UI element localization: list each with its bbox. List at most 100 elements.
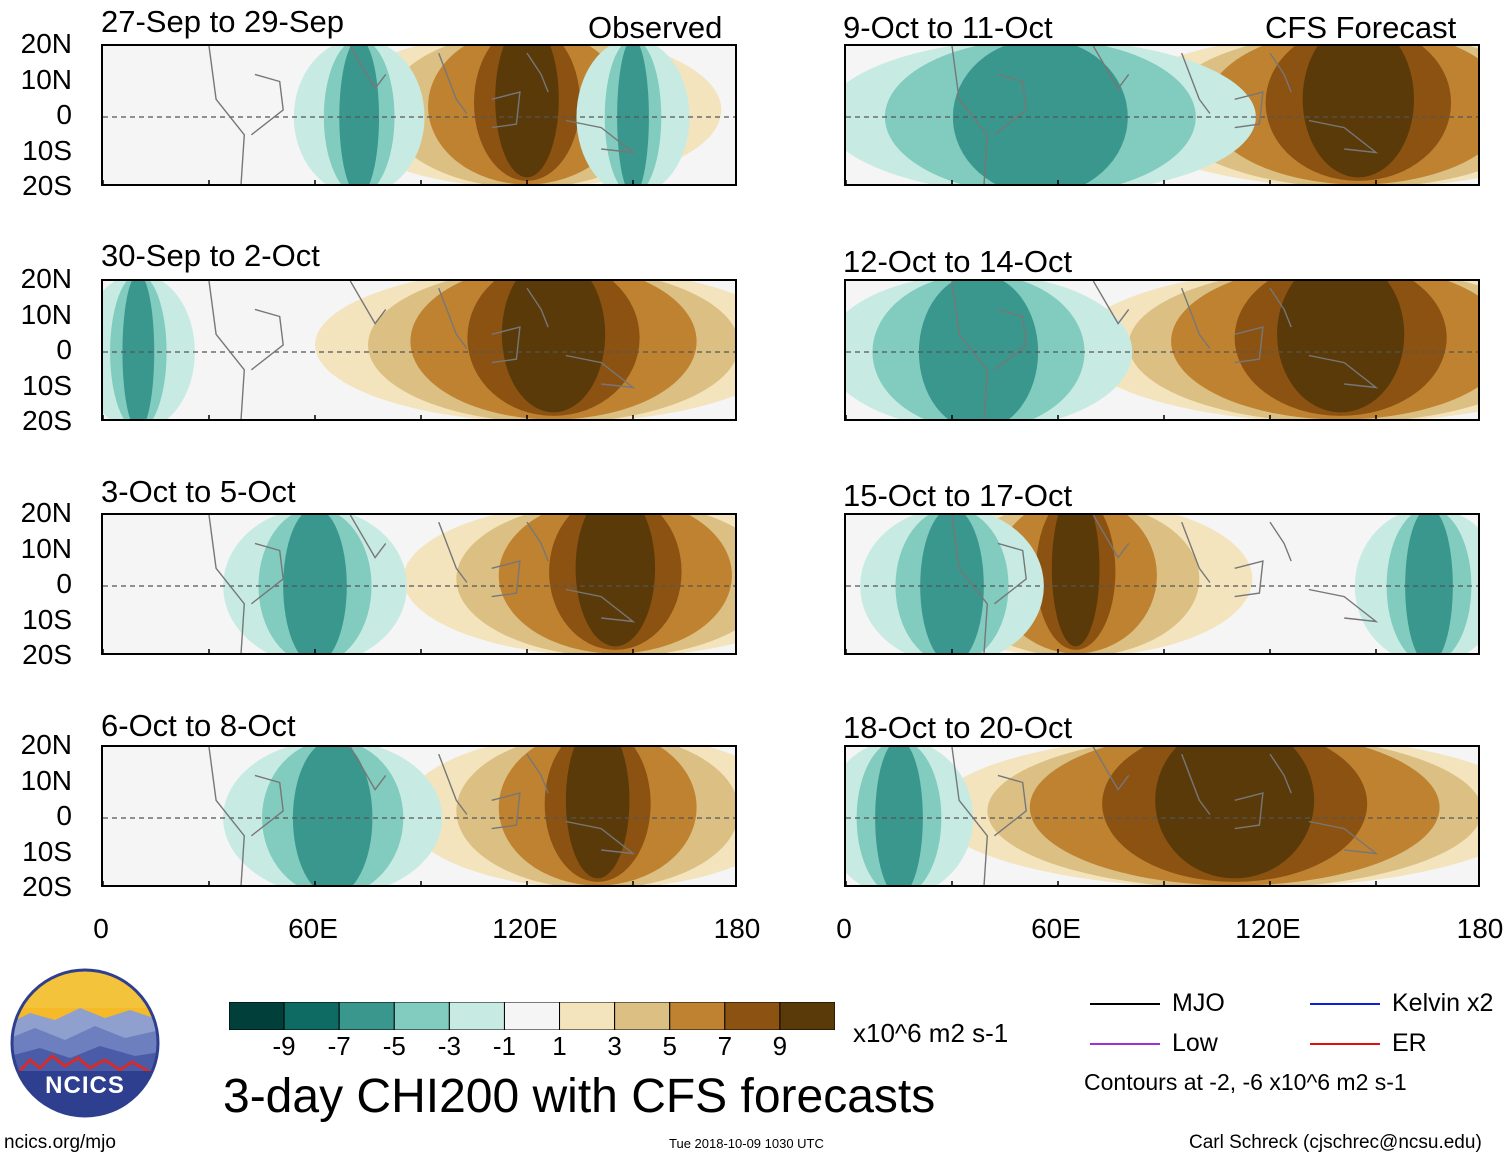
coastline: [526, 753, 549, 794]
y-tick-label: 20N: [20, 729, 72, 760]
positive-anomaly-9: [501, 281, 606, 413]
y-tick-label: 20S: [22, 405, 72, 436]
coastline: [1308, 119, 1379, 154]
y-tick-label: 0: [56, 99, 72, 130]
coastline: [491, 91, 521, 129]
coastline: [1269, 287, 1292, 328]
y-tick-label: 10N: [20, 764, 72, 796]
observed-label: Observed: [588, 10, 723, 45]
coastline: [1269, 52, 1292, 93]
coastline: [951, 46, 989, 184]
coastline: [1269, 521, 1292, 562]
coastline: [1181, 521, 1211, 583]
map-svg: [103, 281, 735, 419]
legend-line-low: [1090, 1043, 1160, 1045]
panel-title: 9-Oct to 11-Oct: [843, 10, 1053, 45]
coastline: [1269, 753, 1292, 794]
coastline: [1234, 792, 1264, 830]
coastline: [1092, 747, 1130, 791]
colorbar-swatch: [338, 1002, 395, 1030]
coastline: [1234, 91, 1264, 129]
coastline: [1092, 515, 1130, 559]
legend-label-low: Low: [1172, 1029, 1218, 1057]
colorbar-swatch: [669, 1002, 726, 1030]
coastline: [250, 308, 284, 371]
y-tick-label: 0: [56, 800, 72, 831]
coastline: [438, 521, 468, 583]
x-tick-label: 60E: [288, 913, 338, 944]
panel-title: 15-Oct to 17-Oct: [843, 478, 1073, 513]
forecast-label: CFS Forecast: [1265, 10, 1457, 45]
coastline: [491, 560, 521, 598]
colorbar-swatch: [448, 1002, 505, 1030]
legend-line-er: [1310, 1043, 1380, 1045]
colorbar-tick-label: 5: [662, 1031, 677, 1061]
map-svg: [846, 281, 1478, 419]
coastline: [438, 52, 468, 114]
x-tick-label: 0: [93, 913, 109, 944]
colorbar-swatch: [283, 1002, 340, 1030]
coastline: [951, 515, 989, 653]
colorbar-tick-label: 9: [772, 1031, 788, 1061]
colorbar-swatch: [229, 1002, 285, 1030]
colorbar-swatch: [559, 1002, 616, 1030]
coastline: [1234, 560, 1264, 598]
colorbar-tick-label: -9: [272, 1031, 296, 1061]
coastline: [1181, 52, 1211, 114]
y-tick-label: 0: [56, 334, 72, 365]
logo-text: NCICS: [45, 1072, 125, 1099]
y-tick-label: 20S: [22, 639, 72, 670]
map-panel: [844, 44, 1480, 186]
coastline: [1308, 820, 1379, 855]
negative-anomaly-5: [952, 46, 1128, 184]
positive-anomaly-9: [575, 515, 656, 647]
footer-url[interactable]: ncics.org/mjo: [4, 1132, 116, 1153]
map-panel: [101, 745, 737, 887]
x-tick-label: 120E: [492, 913, 558, 944]
negative-anomaly-5: [283, 515, 347, 653]
coastline: [993, 308, 1027, 371]
colorbar-swatch: [779, 1002, 835, 1030]
positive-anomaly-9: [565, 747, 630, 879]
coastline: [349, 515, 387, 559]
map-svg: [103, 46, 735, 184]
y-tick-label: 0: [56, 568, 72, 599]
coastline: [565, 354, 636, 389]
map-svg: [846, 46, 1478, 184]
coastline: [1181, 753, 1211, 815]
coastline: [1308, 588, 1379, 623]
legend-line-kelvin: [1310, 1003, 1380, 1005]
ncics-logo: NCICS: [10, 968, 160, 1118]
coastline: [491, 792, 521, 830]
map-panel: [844, 279, 1480, 421]
map-panel: [101, 44, 737, 186]
colorbar-tick-label: -7: [327, 1031, 351, 1061]
y-tick-label: 10S: [22, 603, 72, 635]
y-tick-label: 10S: [22, 369, 72, 401]
map-svg: [846, 515, 1478, 653]
map-svg: [103, 515, 735, 653]
map-panel: [101, 279, 737, 421]
negative-anomaly-5: [918, 281, 1039, 419]
x-tick-label: 180: [1456, 913, 1504, 944]
colorbar-swatch: [614, 1002, 671, 1030]
panel-title: 18-Oct to 20-Oct: [843, 710, 1073, 745]
coastline: [208, 46, 246, 184]
coastline: [951, 747, 989, 885]
coastline: [951, 281, 989, 419]
coastline: [1092, 46, 1130, 90]
positive-anomaly-9: [1051, 515, 1100, 647]
coastline: [250, 73, 284, 136]
y-tick-label: 10N: [20, 532, 72, 564]
coastline: [208, 281, 246, 419]
coastline: [993, 73, 1027, 136]
y-tick-label: 10S: [22, 134, 72, 166]
panel-title: 3-Oct to 5-Oct: [101, 474, 296, 509]
map-svg: [846, 747, 1478, 885]
map-panel: [844, 745, 1480, 887]
colorbar-tick-label: -1: [492, 1031, 517, 1061]
positive-anomaly-9: [1155, 747, 1315, 879]
chart-title: 3-day CHI200 with CFS forecasts: [223, 1070, 936, 1123]
x-tick-label: 60E: [1031, 913, 1081, 944]
coastline: [565, 119, 636, 154]
